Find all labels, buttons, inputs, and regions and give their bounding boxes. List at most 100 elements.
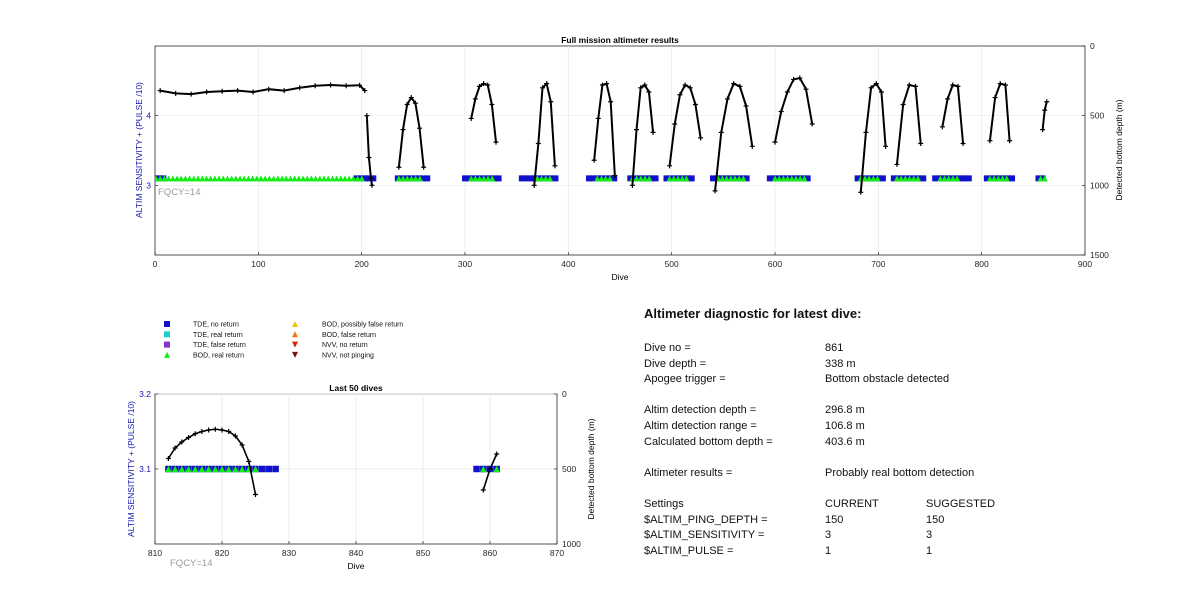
depth-point	[493, 139, 499, 145]
bod-real-return-marker	[683, 175, 690, 182]
depth-point	[540, 85, 545, 91]
top-x-label: Dive	[611, 272, 628, 282]
x-tick-label: 810	[148, 548, 162, 558]
y-tick-label-left: 3.2	[139, 389, 151, 399]
bod-real-return-marker	[893, 175, 900, 182]
y-tick-label-left: 4	[146, 111, 151, 121]
bod-real-return-marker	[949, 175, 956, 182]
depth-point	[858, 189, 864, 195]
depth-point	[480, 487, 486, 493]
bod-real-return-marker	[185, 465, 192, 473]
depth-point	[731, 81, 737, 87]
depth-point	[883, 143, 889, 149]
diagnostic-panel: Altimeter diagnostic for latest dive: Di…	[644, 306, 1164, 559]
depth-point	[595, 115, 601, 121]
depth-point	[408, 95, 414, 101]
y-tick-label-left: 3	[146, 180, 151, 190]
bod-real-return-marker	[207, 175, 214, 182]
depth-point	[281, 88, 287, 94]
bod-real-return-marker	[594, 175, 601, 182]
tde-no-return-marker	[466, 175, 473, 182]
tde-no-return-marker	[627, 175, 634, 182]
tde-no-return-marker	[258, 465, 266, 473]
legend-marker	[164, 331, 170, 338]
depth-point	[913, 83, 919, 89]
bod-real-return-marker	[205, 465, 212, 473]
y-tick-label-right: 1000	[562, 539, 581, 549]
depth-point	[531, 182, 537, 188]
dive-no-value: 861	[825, 342, 844, 354]
depth-point	[955, 83, 961, 89]
bod-real-return-marker	[238, 465, 246, 473]
detection-depth-label: Altim detection depth =	[644, 404, 757, 417]
depth-point	[212, 426, 218, 432]
bod-real-return-marker	[218, 465, 226, 473]
bod-real-return-marker	[898, 175, 905, 182]
bod-real-return-marker	[266, 175, 273, 182]
bod-real-return-marker	[404, 175, 411, 182]
legend-marker	[164, 351, 170, 358]
depth-point	[235, 88, 241, 94]
dive-depth-row: Dive depth = 338 m	[644, 357, 1164, 373]
top-x-ticks: 0 100 200 300 400 500 600 700 800 900	[153, 252, 1092, 269]
top-chart: Full mission altimeter results 0 100 200 30…	[134, 35, 1124, 282]
bod-real-return-marker	[191, 465, 199, 473]
tde-no-return-marker	[804, 175, 811, 182]
depth-point	[368, 175, 374, 181]
depth-point	[544, 81, 550, 87]
bod-real-return-marker	[866, 175, 873, 182]
depth-point	[873, 81, 879, 87]
calculated-depth-row: Calculated bottom depth = 403.6 m	[644, 435, 1164, 451]
depth-point	[165, 456, 171, 461]
y-tick-label-right: 500	[1090, 111, 1104, 121]
bod-real-return-marker	[220, 175, 227, 182]
depth-point	[960, 141, 966, 147]
bod-real-return-marker	[253, 175, 260, 182]
legend: TDE, no return TDE, real return TDE, false…	[164, 321, 403, 359]
bod-real-return-marker	[157, 175, 164, 182]
depth-point	[485, 82, 491, 88]
tde-no-return-marker	[552, 175, 559, 182]
bod-real-return-marker	[291, 175, 298, 182]
bod-real-return-marker	[216, 175, 223, 182]
calculated-depth-value: 403.6 m	[825, 435, 865, 448]
bod-real-return-marker	[312, 175, 319, 182]
bod-real-return-marker	[245, 175, 252, 182]
depth-point	[250, 89, 256, 95]
depth-point	[724, 96, 730, 102]
tde-no-return-marker	[462, 175, 468, 182]
depth-point	[992, 95, 998, 101]
depth-point	[667, 163, 673, 169]
legend-label: BOD, real return	[193, 352, 244, 359]
apogee-row: Apogee trigger = Bottom obstacle detecte…	[644, 372, 1164, 388]
depth-point	[172, 445, 178, 451]
apogee-label: Apogee trigger =	[644, 373, 726, 386]
bod-real-return-marker	[642, 175, 648, 182]
depth-point	[404, 102, 410, 108]
depth-point	[692, 102, 698, 108]
bod-real-return-marker	[161, 175, 168, 182]
bod-real-return-marker	[797, 175, 804, 182]
depth-line	[631, 83, 655, 186]
bottom-right-axis-label: Detected bottom depth (m)	[586, 418, 596, 519]
pulse-suggested: 1	[926, 544, 933, 557]
tde-no-return-marker	[854, 175, 861, 182]
bod-real-return-marker	[534, 175, 541, 182]
bod-real-return-marker	[169, 175, 176, 182]
bod-real-return-marker	[262, 175, 269, 182]
depth-point	[472, 96, 478, 102]
bod-real-return-marker	[986, 175, 993, 182]
top-y-ticks-right: 0 500 1000 1500	[1082, 41, 1109, 260]
depth-point	[698, 135, 704, 141]
depth-point	[638, 85, 644, 91]
sensitivity-current: 3	[825, 529, 832, 542]
tde-no-return-marker	[473, 465, 480, 473]
bod-real-return-marker	[182, 175, 189, 182]
tde-no-return-marker	[611, 175, 618, 182]
bod-real-return-marker	[954, 175, 961, 182]
depth-point	[1040, 127, 1046, 133]
tde-no-return-marker	[652, 175, 659, 182]
depth-point	[206, 427, 212, 433]
bod-real-return-marker	[232, 465, 239, 473]
detection-depth-value: 296.8 m	[825, 404, 865, 417]
